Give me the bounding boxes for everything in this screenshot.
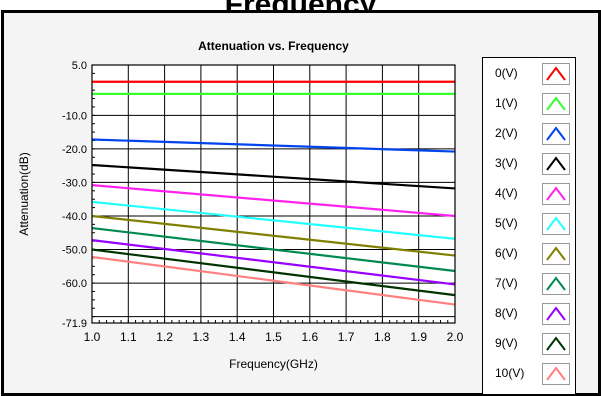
chart-legend: 0(V) 1(V) 2(V) 3(V) 4(V) 5(V) 6(V) 7(V) 8(V) 9(V)… bbox=[482, 57, 576, 395]
y-tick-label: -60.0 bbox=[62, 278, 87, 290]
legend-marker bbox=[546, 186, 566, 201]
legend-label: 10(V) bbox=[495, 366, 525, 380]
series-line bbox=[91, 255, 456, 306]
legend-label: 2(V) bbox=[495, 126, 518, 140]
legend-swatch bbox=[542, 273, 570, 295]
legend-label: 3(V) bbox=[495, 156, 518, 170]
series-line bbox=[91, 239, 456, 286]
x-tick-label: 1.4 bbox=[229, 330, 246, 344]
legend-item: 3(V) bbox=[483, 153, 575, 177]
legend-swatch bbox=[542, 333, 570, 355]
y-tick-label: -20.0 bbox=[62, 144, 87, 156]
y-tick-label: -30.0 bbox=[62, 177, 87, 189]
series-line bbox=[91, 226, 456, 273]
x-tick-label: 1.8 bbox=[374, 330, 391, 344]
series-line bbox=[91, 214, 456, 257]
x-tick-label: 1.7 bbox=[338, 330, 355, 344]
legend-marker bbox=[546, 336, 566, 351]
legend-label: 6(V) bbox=[495, 246, 518, 260]
legend-marker bbox=[546, 276, 566, 291]
legend-swatch bbox=[542, 153, 570, 175]
legend-item: 5(V) bbox=[483, 213, 575, 237]
legend-label: 4(V) bbox=[495, 186, 518, 200]
legend-label: 7(V) bbox=[495, 276, 518, 290]
legend-label: 5(V) bbox=[495, 216, 518, 230]
legend-marker bbox=[546, 96, 566, 111]
y-tick-label: -71.9 bbox=[62, 318, 87, 330]
y-tick-label: 5.0 bbox=[72, 60, 87, 72]
legend-label: 9(V) bbox=[495, 336, 518, 350]
legend-label: 1(V) bbox=[495, 96, 518, 110]
x-tick-label: 1.3 bbox=[193, 330, 210, 344]
legend-label: 0(V) bbox=[495, 66, 518, 80]
series-line bbox=[91, 163, 456, 190]
x-tick-label: 1.2 bbox=[156, 330, 173, 344]
x-tick-label: 2.0 bbox=[447, 330, 464, 344]
legend-item: 6(V) bbox=[483, 243, 575, 267]
series-line bbox=[91, 200, 456, 240]
x-tick-label: 1.1 bbox=[120, 330, 137, 344]
y-tick-label: -40.0 bbox=[62, 211, 87, 223]
legend-swatch bbox=[542, 93, 570, 115]
legend-marker bbox=[546, 66, 566, 81]
legend-item: 10(V) bbox=[483, 363, 575, 387]
legend-item: 1(V) bbox=[483, 93, 575, 117]
chart-panel: Attenuation vs. Frequency 1.0 1.1 1.2 1.3 1.4… bbox=[1, 10, 601, 396]
legend-item: 7(V) bbox=[483, 273, 575, 297]
y-tick-label: -50.0 bbox=[62, 245, 87, 257]
legend-swatch bbox=[542, 243, 570, 265]
legend-item: 9(V) bbox=[483, 333, 575, 357]
legend-swatch bbox=[542, 363, 570, 385]
legend-item: 0(V) bbox=[483, 63, 575, 87]
series-line bbox=[91, 248, 456, 297]
legend-swatch bbox=[542, 183, 570, 205]
legend-swatch bbox=[542, 123, 570, 145]
legend-swatch bbox=[542, 303, 570, 325]
series-line bbox=[91, 184, 456, 218]
x-tick-label: 1.5 bbox=[265, 330, 282, 344]
legend-marker bbox=[546, 366, 566, 381]
plot-border bbox=[91, 64, 456, 324]
y-axis-label: Attenuation(dB) bbox=[17, 152, 31, 235]
legend-label: 8(V) bbox=[495, 306, 518, 320]
legend-marker bbox=[546, 216, 566, 231]
legend-marker bbox=[546, 156, 566, 171]
y-tick-label: -10.0 bbox=[62, 110, 87, 122]
legend-marker bbox=[546, 126, 566, 141]
legend-item: 8(V) bbox=[483, 303, 575, 327]
legend-marker bbox=[546, 246, 566, 261]
chart-title: Attenuation vs. Frequency bbox=[198, 39, 349, 53]
attenuation-chart: Attenuation vs. Frequency 1.0 1.1 1.2 1.3 1.4… bbox=[17, 39, 464, 371]
legend-item: 2(V) bbox=[483, 123, 575, 147]
x-axis-label: Frequency(GHz) bbox=[229, 357, 318, 371]
x-tick-label: 1.0 bbox=[84, 330, 101, 344]
legend-swatch bbox=[542, 63, 570, 85]
legend-swatch bbox=[542, 213, 570, 235]
legend-marker bbox=[546, 306, 566, 321]
x-tick-label: 1.6 bbox=[301, 330, 318, 344]
legend-item: 4(V) bbox=[483, 183, 575, 207]
x-tick-label: 1.9 bbox=[410, 330, 427, 344]
series-line bbox=[91, 138, 456, 153]
